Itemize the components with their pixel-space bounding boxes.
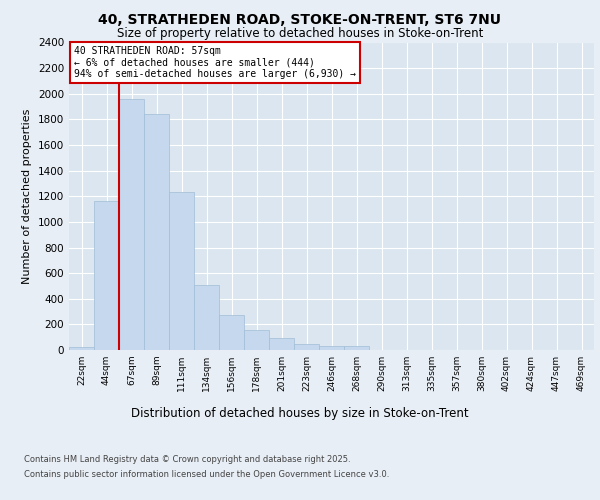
Bar [119, 99, 144, 350]
Bar [94, 202, 119, 350]
Text: Contains HM Land Registry data © Crown copyright and database right 2025.: Contains HM Land Registry data © Crown c… [24, 455, 350, 464]
Bar [319, 346, 344, 350]
Bar [69, 347, 94, 350]
Bar [244, 330, 269, 350]
Bar [294, 344, 319, 350]
Bar [169, 192, 194, 350]
Bar [219, 316, 244, 350]
Bar [269, 338, 294, 350]
Text: Contains public sector information licensed under the Open Government Licence v3: Contains public sector information licen… [24, 470, 389, 479]
Bar [194, 284, 219, 350]
Text: Size of property relative to detached houses in Stoke-on-Trent: Size of property relative to detached ho… [117, 28, 483, 40]
Text: 40 STRATHEDEN ROAD: 57sqm
← 6% of detached houses are smaller (444)
94% of semi-: 40 STRATHEDEN ROAD: 57sqm ← 6% of detach… [74, 46, 356, 79]
Bar [144, 114, 169, 350]
Y-axis label: Number of detached properties: Number of detached properties [22, 108, 32, 284]
Text: 40, STRATHEDEN ROAD, STOKE-ON-TRENT, ST6 7NU: 40, STRATHEDEN ROAD, STOKE-ON-TRENT, ST6… [98, 12, 502, 26]
Text: Distribution of detached houses by size in Stoke-on-Trent: Distribution of detached houses by size … [131, 408, 469, 420]
Bar [344, 346, 369, 350]
